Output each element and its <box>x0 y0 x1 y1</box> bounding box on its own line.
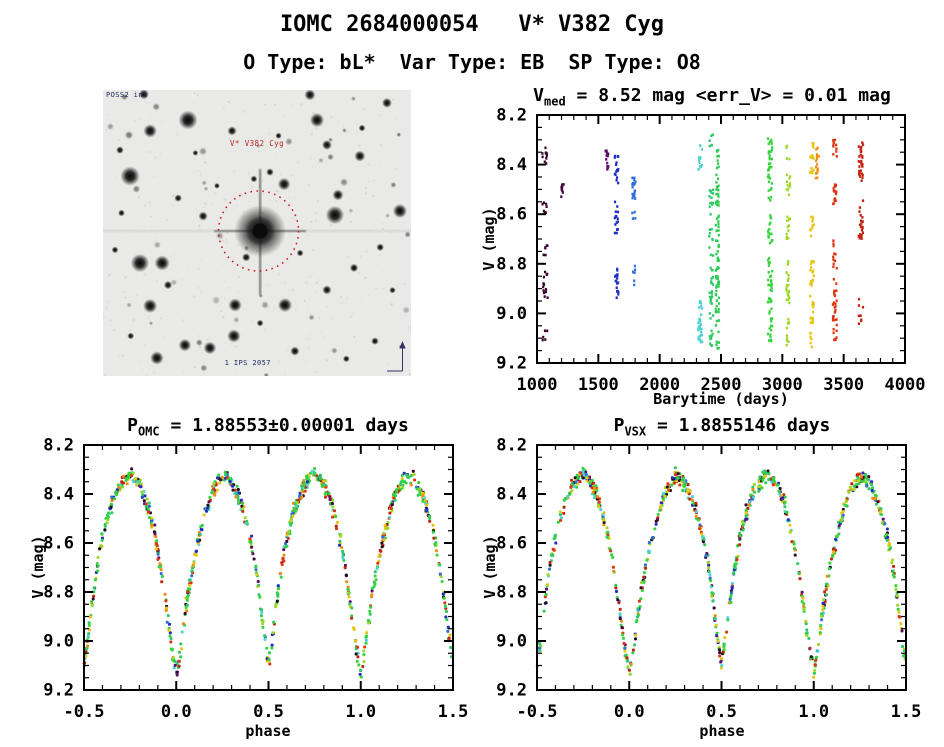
scatter-points-phase-vsx <box>535 466 907 679</box>
lightcurve-xlabel: Barytime (days) <box>653 390 789 408</box>
svg-text:3500: 3500 <box>823 375 864 395</box>
lightcurve-title: Vmed = 8.52 mag <err_V> = 0.01 mag <box>533 85 891 109</box>
svg-text:8.2: 8.2 <box>43 436 74 456</box>
phase-vsx-xlabel: phase <box>699 722 745 740</box>
compass-icon <box>387 341 406 372</box>
plot-canvas-lightcurve: 1000 1500 2000 2500 3000 3500 4000 8.2 8.4 8.6 8.8… <box>496 106 926 396</box>
svg-text:9.0: 9.0 <box>496 632 527 652</box>
svg-text:0.5: 0.5 <box>706 702 737 722</box>
svg-text:-0.5: -0.5 <box>64 702 105 722</box>
plot-canvas-phase-vsx: -0.5 0.0 0.5 1.0 1.5 8.2 8.4 8.6 8.8 9.0 9.2 <box>496 436 922 723</box>
svg-text:9.0: 9.0 <box>43 632 74 652</box>
title-post: = 1.8855146 days <box>646 415 831 436</box>
phase-vsx-title: PVSX = 1.8855146 days <box>614 415 831 439</box>
svg-text:9.2: 9.2 <box>496 354 527 374</box>
svg-text:3000: 3000 <box>762 375 803 395</box>
svg-text:2500: 2500 <box>701 375 742 395</box>
svg-text:0.5: 0.5 <box>253 702 284 722</box>
svg-text:8.8: 8.8 <box>496 254 527 274</box>
starfield-image <box>103 90 411 376</box>
svg-text:-0.5: -0.5 <box>517 702 558 722</box>
title-post: = 8.52 mag <err_V> = 0.01 mag <box>565 85 891 106</box>
page-title: IOMC 2684000054 V* V382 Cyg <box>279 12 665 37</box>
svg-text:1.5: 1.5 <box>438 702 469 722</box>
svg-text:4000: 4000 <box>885 375 926 395</box>
svg-text:8.6: 8.6 <box>496 534 527 554</box>
plot-canvas-phase-omc: -0.5 0.0 0.5 1.0 1.5 8.2 8.4 8.6 8.8 9.0 9.2 <box>43 436 469 723</box>
svg-text:8.2: 8.2 <box>496 436 527 456</box>
svg-text:8.8: 8.8 <box>43 583 74 603</box>
page-subtitle: O Type: bL* Var Type: EB SP Type: O8 <box>243 50 701 74</box>
finder-chart: POSS2 int V* V382 Cyg 1 IPS 2057 <box>103 90 411 376</box>
title-sub: VSX <box>624 424 647 439</box>
svg-text:9.2: 9.2 <box>43 681 74 701</box>
svg-text:1500: 1500 <box>578 375 619 395</box>
survey-label: POSS2 int <box>106 91 148 99</box>
svg-text:8.4: 8.4 <box>43 485 74 505</box>
svg-text:8.4: 8.4 <box>496 155 527 175</box>
scatter-points-lightcurve <box>541 133 865 350</box>
svg-text:0.0: 0.0 <box>614 702 645 722</box>
phase-omc-title: POMC = 1.88553±0.00001 days <box>127 415 409 439</box>
title-pre: P <box>127 415 138 436</box>
title-pre: V <box>533 85 545 106</box>
svg-text:1.0: 1.0 <box>798 702 829 722</box>
scatter-points-phase-omc <box>82 467 453 679</box>
coords-label: 1 IPS 2057 <box>224 359 271 368</box>
svg-text:8.8: 8.8 <box>496 583 527 603</box>
svg-text:8.6: 8.6 <box>496 205 527 225</box>
svg-text:8.6: 8.6 <box>43 534 74 554</box>
svg-text:2000: 2000 <box>639 375 680 395</box>
target-label: V* V382 Cyg <box>229 139 285 149</box>
svg-text:1.5: 1.5 <box>891 702 922 722</box>
title-sub: med <box>544 94 566 109</box>
svg-text:8.2: 8.2 <box>496 106 527 126</box>
svg-text:9.2: 9.2 <box>496 681 527 701</box>
svg-text:9.0: 9.0 <box>496 304 527 324</box>
title-sub: OMC <box>137 424 160 439</box>
title-pre: P <box>613 415 625 436</box>
svg-text:8.4: 8.4 <box>496 485 527 505</box>
svg-text:0.0: 0.0 <box>161 702 192 722</box>
svg-text:1000: 1000 <box>517 375 558 395</box>
title-post: = 1.88553±0.00001 days <box>159 415 409 436</box>
phase-omc-xlabel: phase <box>245 722 291 740</box>
svg-text:1.0: 1.0 <box>345 702 376 722</box>
